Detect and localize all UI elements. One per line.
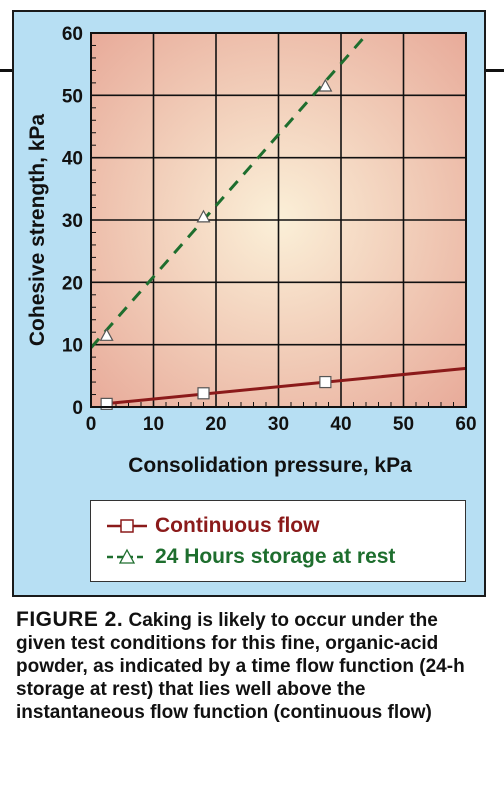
y-axis-label: Cohesive strength, kPa (26, 114, 49, 347)
y-tick-label: 50 (62, 86, 83, 107)
series-0-square-marker (197, 387, 210, 400)
legend-dashed-triangle-icon (107, 548, 147, 564)
y-tick-label: 20 (62, 273, 83, 294)
series-1-fit-line (89, 32, 370, 349)
y-tick-label: 10 (62, 336, 83, 357)
legend-entry-continuous-flow: Continuous flow (105, 511, 319, 541)
caption-text: Caking is likely to occur under the give… (16, 610, 465, 723)
series-0-fit-line (103, 366, 467, 406)
x-tick-label: 0 (86, 414, 97, 435)
legend-entry-24h-storage: 24 Hours storage at rest (105, 542, 395, 572)
legend-label: 24 Hours storage at rest (155, 545, 396, 568)
y-tick-label: 30 (62, 211, 83, 232)
series-1-triangle-marker (99, 328, 114, 341)
x-tick-label: 20 (205, 414, 226, 435)
y-tick-label: 0 (72, 398, 83, 419)
x-tick-label: 40 (330, 414, 351, 435)
caption-label: FIGURE 2. (16, 608, 124, 631)
y-tick-label: 40 (62, 149, 83, 170)
x-axis-label: Consolidation pressure, kPa (128, 454, 412, 477)
x-tick-label: 60 (455, 414, 476, 435)
series-1-triangle-marker (318, 78, 333, 92)
figure-caption: FIGURE 2. Caking is likely to occur unde… (16, 608, 492, 724)
decorative-rule-right (486, 69, 504, 72)
y-tick-label: 60 (62, 24, 83, 45)
series-0-square-marker (100, 397, 113, 410)
legend: Continuous flow 24 Hours storage at rest (90, 500, 466, 582)
x-tick-label: 50 (393, 414, 414, 435)
x-tick-label: 30 (268, 414, 289, 435)
chart: 0 10 20 30 40 50 60 0 10 20 30 40 50 60 Consolidation… (26, 24, 477, 477)
x-tick-label: 10 (143, 414, 164, 435)
legend-label: Continuous flow (155, 514, 320, 537)
plot-frame (90, 32, 467, 408)
series-1-triangle-marker (196, 209, 211, 223)
decorative-rule-left (0, 69, 13, 72)
series-0-square-marker (319, 375, 332, 389)
legend-line-square-icon (107, 519, 147, 533)
